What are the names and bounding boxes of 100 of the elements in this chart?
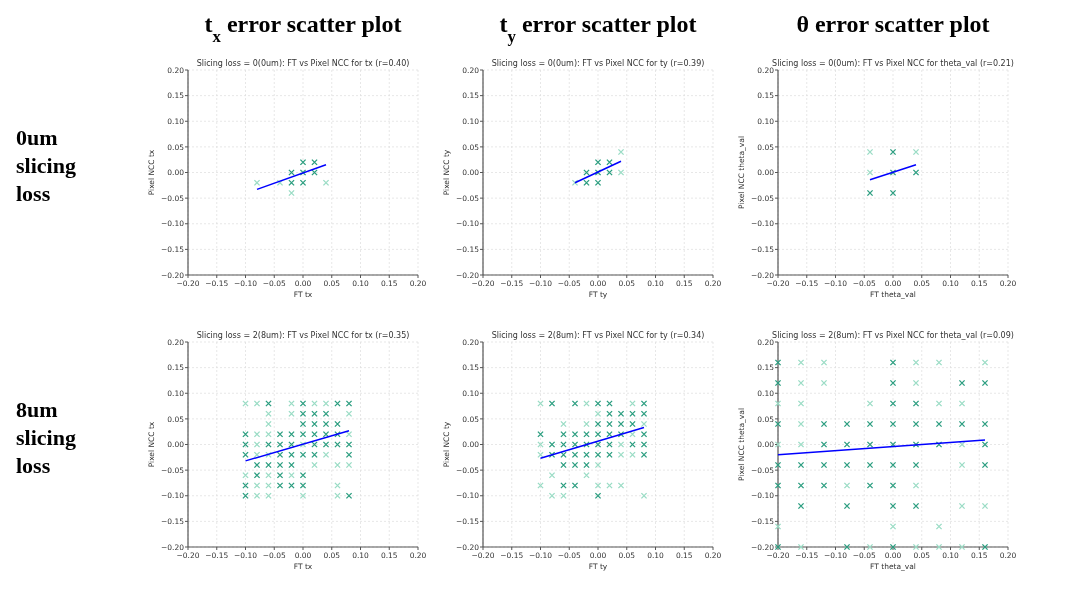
point — [774, 400, 782, 407]
point — [617, 482, 625, 489]
point — [311, 431, 318, 438]
point — [606, 159, 613, 166]
point — [640, 410, 648, 417]
point — [560, 492, 567, 499]
point — [774, 482, 782, 489]
text: 0um slicing loss — [16, 124, 76, 206]
point — [334, 461, 341, 469]
point — [345, 451, 353, 458]
point — [866, 400, 874, 407]
point — [253, 482, 261, 489]
point — [629, 410, 636, 417]
point — [253, 400, 261, 407]
point — [322, 400, 330, 407]
point — [288, 189, 295, 197]
point — [548, 492, 556, 499]
point — [322, 410, 330, 417]
point — [774, 359, 782, 366]
chart-title: Slicing loss = 2(8um): FT vs Pixel NCC for tx (r=0.35) — [196, 331, 410, 340]
point — [334, 492, 341, 499]
point — [617, 410, 625, 417]
point — [288, 431, 295, 438]
point — [594, 159, 602, 166]
point — [594, 410, 602, 417]
text: t$_{y}$ error scatter plot — [499, 11, 697, 46]
point — [253, 441, 261, 448]
point — [276, 482, 284, 489]
point — [322, 179, 330, 186]
point — [276, 431, 284, 438]
point — [583, 431, 590, 438]
point — [866, 482, 874, 489]
point — [560, 420, 567, 428]
point — [866, 441, 874, 448]
point — [889, 359, 897, 366]
point — [334, 420, 341, 428]
chart-title: Slicing loss = 2(8um): FT vs Pixel NCC for ty (r=0.34) — [491, 331, 705, 340]
point — [276, 472, 284, 479]
point — [242, 472, 249, 479]
point — [583, 179, 590, 186]
point — [594, 451, 602, 458]
point — [265, 431, 272, 438]
text: θ error scatter plot — [796, 11, 990, 37]
point — [935, 400, 943, 407]
point — [606, 410, 613, 417]
point — [935, 359, 943, 366]
point — [594, 179, 602, 186]
text: 8um slicing loss — [16, 396, 76, 478]
point — [560, 431, 567, 438]
point — [345, 441, 353, 448]
point — [889, 400, 897, 407]
point — [866, 169, 874, 176]
point — [242, 451, 249, 458]
point — [322, 451, 330, 458]
point — [265, 472, 272, 479]
point — [571, 482, 579, 489]
point — [265, 461, 272, 469]
chart-title: Slicing loss = 0(0um): FT vs Pixel NCC for ty (r=0.39) — [491, 59, 705, 68]
point — [548, 441, 556, 448]
point — [311, 451, 318, 458]
point — [311, 410, 318, 417]
point — [242, 492, 249, 499]
point — [981, 359, 989, 366]
point — [797, 359, 805, 366]
point — [299, 410, 307, 417]
point — [299, 472, 307, 479]
point — [253, 492, 261, 499]
point — [276, 451, 284, 458]
point — [594, 492, 602, 499]
point — [265, 492, 272, 499]
chart-title: Slicing loss = 0(0um): FT vs Pixel NCC for theta_val (r=0.21) — [772, 59, 1014, 68]
point — [311, 159, 318, 166]
chart-title: Slicing loss = 2(8um): FT vs Pixel NCC for theta_val (r=0.09) — [772, 331, 1014, 340]
point — [843, 482, 851, 489]
point — [345, 431, 353, 438]
point — [912, 359, 920, 366]
chart-title: Slicing loss = 0(0um): FT vs Pixel NCC for tx (r=0.40) — [196, 59, 410, 68]
point — [288, 179, 295, 186]
point — [640, 492, 648, 499]
point — [583, 420, 590, 428]
point — [265, 420, 272, 428]
point — [640, 431, 648, 438]
point — [253, 179, 261, 186]
point — [299, 451, 307, 458]
point — [912, 400, 920, 407]
point — [820, 359, 828, 366]
point — [797, 441, 805, 448]
point — [299, 482, 307, 489]
point — [889, 482, 897, 489]
point — [253, 472, 261, 479]
point — [288, 472, 295, 479]
point — [629, 451, 636, 458]
point — [288, 451, 295, 458]
point — [606, 420, 613, 428]
point — [594, 400, 602, 407]
point — [981, 441, 989, 448]
point — [276, 441, 284, 448]
point — [594, 431, 602, 438]
point — [640, 451, 648, 458]
point — [288, 461, 295, 469]
